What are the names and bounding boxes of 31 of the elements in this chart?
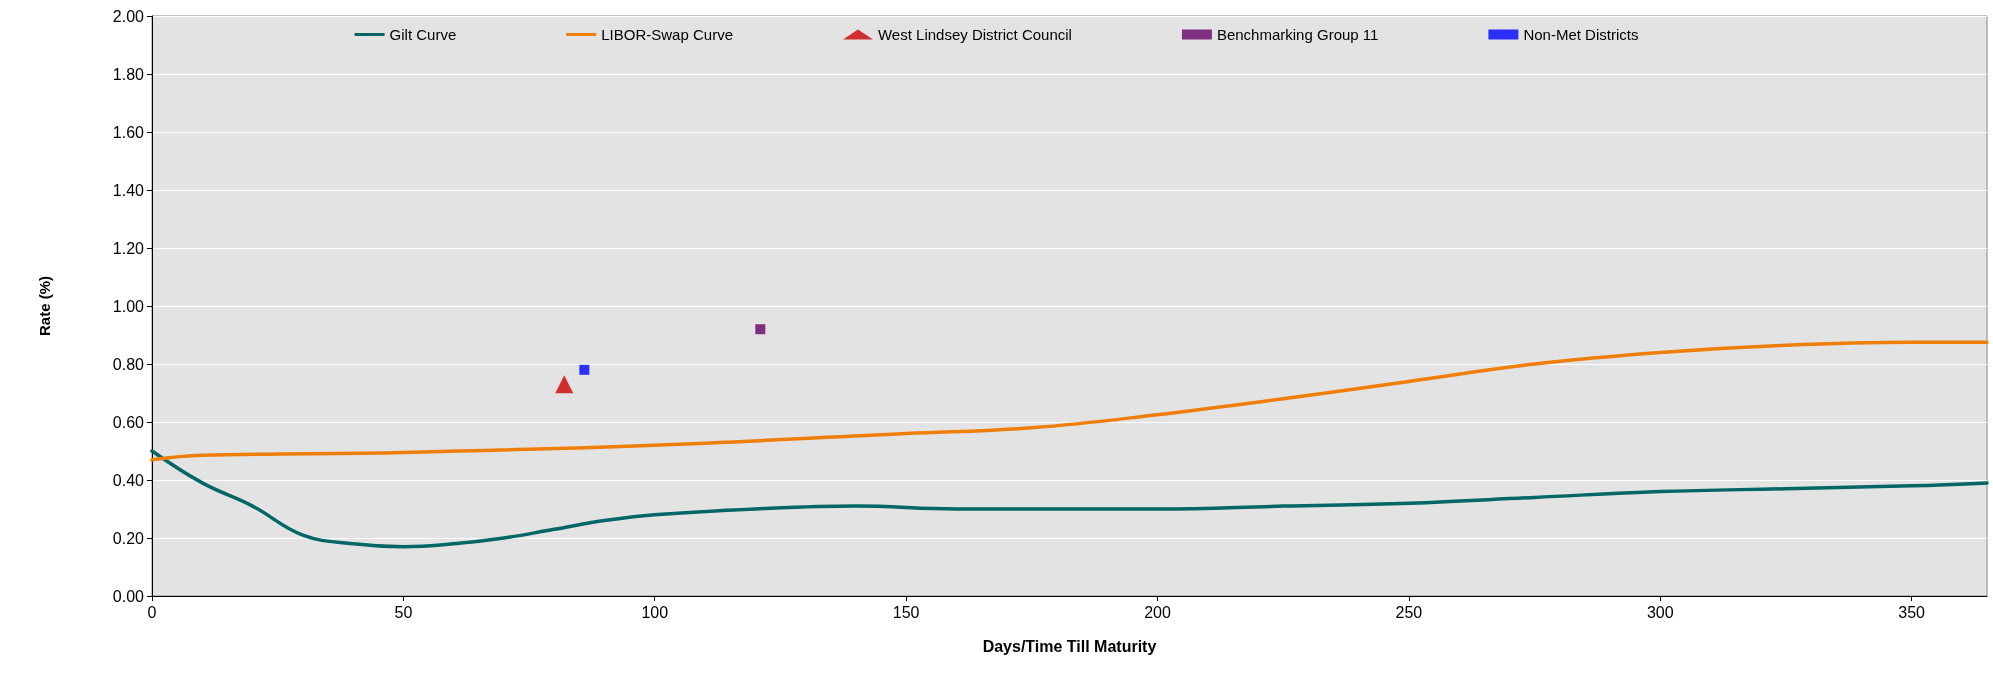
x-axis-title: Days/Time Till Maturity (982, 637, 1157, 655)
legend-label: Benchmarking Group 11 (1216, 26, 1379, 43)
line-series (150, 449, 1989, 549)
legend-label: LIBOR-Swap Curve (601, 26, 733, 43)
x-tick-label: 200 (1144, 603, 1171, 621)
y-tick-label: 1.40 (112, 181, 145, 199)
line-series (150, 340, 1989, 462)
x-tick-label: 300 (1646, 603, 1674, 621)
point (755, 324, 766, 335)
legend-label: Non-Met Districts (1523, 26, 1639, 43)
point (579, 364, 590, 375)
y-tick-label: 0.00 (112, 587, 145, 605)
y-tick-label: 0.80 (112, 355, 145, 373)
y-tick-label: 1.60 (112, 123, 145, 141)
x-tick-label: 250 (1395, 603, 1423, 621)
y-tick-label: 0.60 (112, 413, 145, 431)
y-tick-label: 1.00 (112, 297, 145, 315)
y-tick-label: 2.00 (112, 7, 145, 25)
x-tick-label: 50 (394, 603, 413, 621)
x-tick-label: 150 (892, 603, 920, 621)
y-tick-label: 0.40 (112, 471, 145, 489)
point (555, 375, 574, 394)
legend-label: West Lindsey District Council (877, 26, 1072, 43)
x-tick-label: 0 (147, 603, 157, 621)
y-tick-label: 1.80 (112, 65, 145, 83)
y-tick-label: 1.20 (112, 239, 145, 257)
y-tick-label: 0.20 (112, 529, 145, 547)
x-tick-label: 100 (641, 603, 669, 621)
y-axis-title: Rate (%) (36, 275, 53, 337)
legend-label: Gilt Curve (389, 26, 457, 43)
x-tick-label: 350 (1898, 603, 1926, 621)
